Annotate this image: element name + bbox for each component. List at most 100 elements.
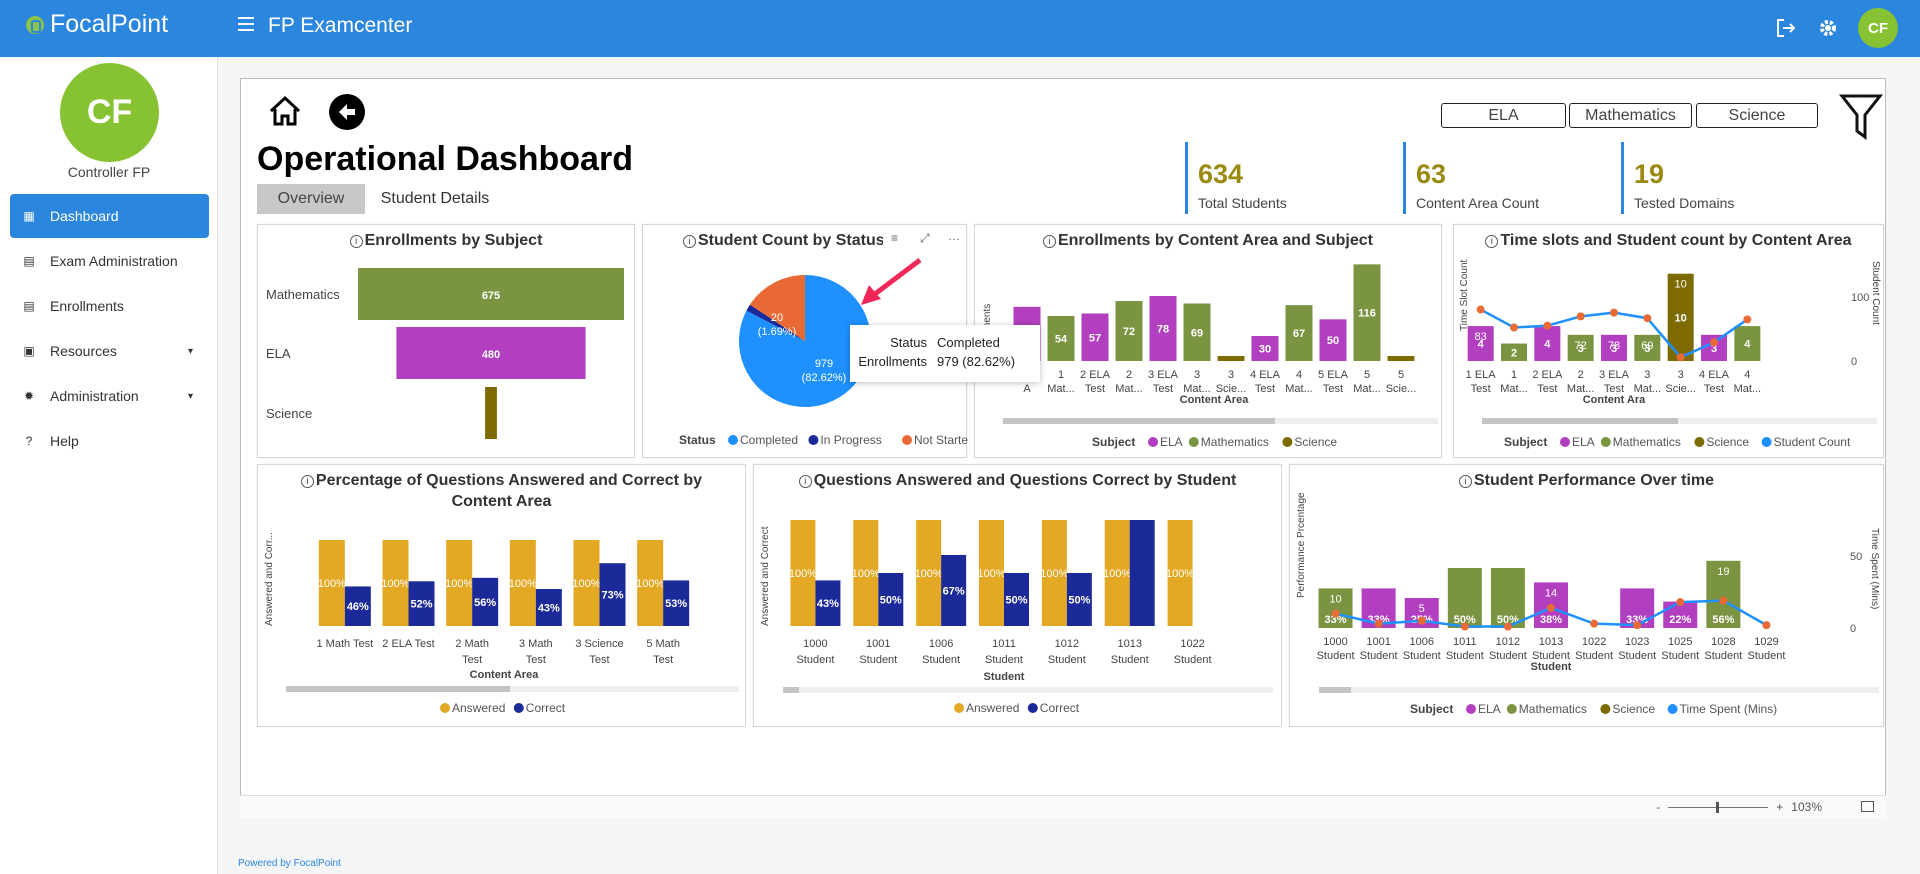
line-point	[1417, 616, 1426, 625]
bar-value-label: 69	[1641, 340, 1653, 352]
sidebar-item-help[interactable]: ? Help	[10, 419, 209, 463]
report-frame: Operational Dashboard Overview Student D…	[240, 78, 1886, 818]
info-icon[interactable]: i	[1458, 475, 1472, 488]
zoom-slider-thumb[interactable]	[1716, 801, 1720, 813]
y-axis-title: Answered and Corr...	[264, 532, 275, 626]
line-point	[1633, 621, 1642, 630]
tab-overview[interactable]: Overview	[257, 184, 365, 214]
sidebar-item-label: Enrollments	[50, 298, 124, 314]
settings-gear-icon[interactable]	[1816, 18, 1840, 38]
legend-item: Student Count	[1774, 435, 1851, 449]
x-tick-label: 1000	[803, 638, 827, 650]
bar-value-label: 3	[1711, 343, 1717, 355]
card-time-slots: i Time slots and Student count by Content…	[1453, 224, 1884, 458]
legend-marker	[1506, 704, 1517, 714]
x-tick-label: Student	[1489, 650, 1527, 662]
filter-funnel-icon[interactable]	[1839, 93, 1883, 141]
card-student-performance: i Student Performance Over time 33% 10 1000…	[1289, 464, 1884, 727]
scrollbar-track	[1482, 418, 1877, 424]
powered-by[interactable]: Powered by FocalPoint	[238, 858, 341, 869]
bar-value-label: 38%	[1540, 614, 1562, 626]
brand-logo[interactable]: FocalPoint	[26, 10, 168, 39]
x-tick-label: 5 ELA	[1318, 369, 1349, 381]
sidebar: CF Controller FP ▦ Dashboard ▤ Exam Admi…	[0, 57, 218, 874]
zoom-out-button[interactable]: -	[1656, 800, 1661, 814]
info-icon[interactable]: i	[349, 235, 363, 248]
info-icon[interactable]: i	[300, 475, 314, 488]
x-tick-label: 1012	[1496, 636, 1520, 648]
tooltip-key: Status	[890, 335, 927, 350]
bar	[1634, 334, 1661, 361]
bar-value-label: 3	[1578, 343, 1584, 355]
bar	[1041, 520, 1067, 626]
legend-marker	[808, 435, 819, 445]
legend-item: Mathematics	[1519, 702, 1587, 716]
x-tick-label: A	[1023, 383, 1031, 395]
bar	[446, 540, 473, 626]
profile-name: Controller FP	[67, 164, 151, 180]
info-icon[interactable]: i	[798, 475, 812, 488]
x-tick-label: 5 Math	[646, 638, 680, 650]
line-point	[1743, 315, 1752, 324]
tooltip-value: 979 (82.62%)	[937, 354, 1016, 369]
bar	[1387, 356, 1415, 361]
bar-value-label: 100%	[572, 578, 600, 590]
x-tick-label: 2 ELA Test	[382, 638, 434, 650]
line-point	[1676, 598, 1685, 607]
x-tick-label: 3	[1644, 369, 1650, 381]
pie-slice	[746, 304, 805, 341]
bar-value-label: 100%	[789, 568, 817, 580]
x-tick-label: 1029	[1754, 636, 1778, 648]
info-icon[interactable]: i	[683, 235, 696, 248]
x-tick-label: Test	[1704, 383, 1724, 395]
legend-marker	[1600, 704, 1611, 714]
zoom-slider[interactable]	[1668, 801, 1769, 813]
legend-title: Subject	[1504, 435, 1547, 449]
annotation-arrowhead	[861, 285, 881, 305]
tab-student-details[interactable]: Student Details	[380, 190, 490, 207]
back-arrow-icon[interactable]	[329, 94, 365, 130]
filter-visual-icon: ≡	[891, 231, 898, 245]
info-icon[interactable]: i	[1485, 235, 1499, 248]
fit-to-page-icon[interactable]	[1861, 801, 1874, 812]
bar	[790, 520, 816, 626]
info-icon[interactable]: i	[1042, 235, 1056, 248]
bar	[1217, 356, 1245, 361]
zoom-in-button[interactable]: +	[1776, 800, 1784, 814]
sidebar-item-resources[interactable]: ▣ Resources ▾	[10, 329, 209, 373]
filter-science-button[interactable]: Science	[1696, 103, 1818, 128]
bar-value-label: 100%	[915, 568, 943, 580]
sidebar-item-enrollments[interactable]: ▤ Enrollments	[10, 284, 209, 328]
student-questions-bar-chart: 100% 43% 1000 Student 100% 50% 1001 Student 100%…	[760, 520, 1273, 715]
legend-item: Answered	[966, 701, 1019, 715]
filter-ela-button[interactable]: ELA	[1441, 103, 1566, 128]
x-tick-label: Mat...	[1353, 383, 1381, 395]
home-icon[interactable]	[268, 95, 302, 127]
bar-value-label: 72	[1123, 326, 1135, 338]
x-tick-label: Student	[1360, 650, 1398, 662]
x-tick-label: 1028	[1711, 636, 1735, 648]
sidebar-item-label: Exam Administration	[50, 253, 178, 269]
y-axis-title: Time Slot Count	[1459, 259, 1470, 331]
hamburger-menu-icon[interactable]	[238, 17, 254, 31]
x-tick-label: Mat...	[1047, 383, 1075, 395]
bar-value-label: 5	[1419, 603, 1425, 615]
legend-title: Status	[679, 433, 716, 447]
filter-mathematics-button[interactable]: Mathematics	[1569, 103, 1692, 128]
logout-icon[interactable]	[1774, 18, 1798, 38]
bar-value-label: 54	[1055, 334, 1068, 346]
sidebar-item-dashboard[interactable]: ▦ Dashboard	[10, 194, 209, 238]
bar	[1319, 319, 1347, 361]
sidebar-item-exam-administration[interactable]: ▤ Exam Administration	[10, 239, 209, 283]
user-avatar[interactable]: CF	[1858, 8, 1898, 48]
bar-value-label: 10	[1675, 312, 1687, 324]
bar	[1467, 326, 1494, 361]
sidebar-item-administration[interactable]: ✹ Administration ▾	[10, 374, 209, 418]
x-tick-label: Student	[1048, 654, 1086, 666]
bar-value-label: 3	[1611, 343, 1617, 355]
legend-item: Correct	[1040, 701, 1080, 715]
bar-value-label: 52%	[410, 599, 432, 611]
bar-value-label: 67%	[943, 585, 965, 597]
line-point	[1762, 621, 1771, 630]
